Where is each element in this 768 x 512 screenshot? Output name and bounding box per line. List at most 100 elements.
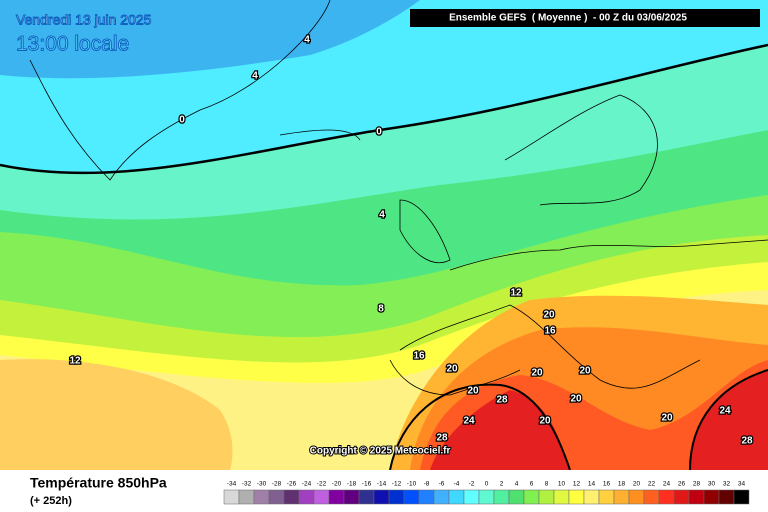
- scale-swatch: [508, 489, 525, 505]
- scale-label: 2: [500, 481, 504, 488]
- scale-label: 0: [485, 481, 489, 488]
- contour-label: 20: [446, 364, 458, 375]
- scale-swatch: [613, 489, 630, 505]
- scale-swatch: [568, 489, 585, 505]
- scale-swatch: [553, 489, 570, 505]
- scale-swatch: [673, 489, 690, 505]
- scale-swatch: [688, 489, 705, 505]
- scale-label: 32: [723, 481, 731, 488]
- scale-label: 22: [648, 481, 656, 488]
- temp-band: [690, 370, 768, 470]
- scale-label: 6: [530, 481, 534, 488]
- footer-title: Température 850hPa: [30, 475, 167, 491]
- contour-label: 4: [252, 71, 258, 82]
- scale-label: 8: [545, 481, 549, 488]
- scale-swatch: [583, 489, 600, 505]
- contour-label: 20: [531, 368, 543, 379]
- contour-line: [389, 383, 571, 471]
- scale-swatch: [733, 489, 750, 505]
- scale-label: 24: [663, 481, 671, 488]
- scale-swatch: [538, 489, 555, 505]
- scale-swatch: [238, 489, 255, 505]
- contour-label: 16: [544, 326, 556, 337]
- scale-label: -26: [287, 481, 297, 488]
- date-label: Vendredi 13 juin 2025: [16, 12, 152, 28]
- scale-label: -2: [469, 481, 475, 488]
- scale-label: 18: [618, 481, 626, 488]
- scale-swatch: [403, 489, 420, 505]
- scale-label: -28: [272, 481, 282, 488]
- scale-label: 20: [633, 481, 641, 488]
- scale-swatch: [253, 489, 270, 505]
- scale-label: 10: [558, 481, 566, 488]
- scale-label: 30: [708, 481, 716, 488]
- scale-swatch: [643, 489, 660, 505]
- scale-label: -6: [439, 481, 445, 488]
- contour-label: 16: [413, 351, 425, 362]
- contour-label: 20: [661, 413, 673, 424]
- contour-labels: 4 4 0 0 4 8 12 12 16 16 20 20 20 20 20 20 20 20 24 24 28 28 28: [68, 33, 754, 448]
- copyright: Copyright © 2025 Meteociel.fr: [310, 446, 451, 457]
- temp-band: [430, 390, 570, 470]
- color-scale: -34 -32 -30 -28 -26 -24 -22 -20 -18 -16 -14 -12 -10-…: [223, 481, 750, 505]
- scale-swatch: [703, 489, 720, 505]
- scale-label: -34: [227, 481, 237, 488]
- scale-label: -10: [407, 481, 417, 488]
- scale-label: -14: [377, 481, 387, 488]
- scale-swatch: [358, 489, 375, 505]
- model-banner: [410, 9, 760, 27]
- contour-label: 20: [543, 310, 555, 321]
- scale-swatch: [433, 489, 450, 505]
- scale-label: 12: [573, 481, 581, 488]
- contour-label: 28: [496, 395, 508, 406]
- contour-label: 4: [379, 210, 385, 221]
- contour-label: 28: [741, 436, 753, 447]
- time-label: 13:00 locale: [16, 33, 129, 56]
- coastlines: [29, 0, 768, 396]
- scale-swatch: [283, 489, 300, 505]
- contour-label: 0: [179, 115, 185, 126]
- scale-label: 14: [588, 481, 596, 488]
- scale-label: -32: [242, 481, 252, 488]
- scale-swatch: [628, 489, 645, 505]
- scale-label: 16: [603, 481, 611, 488]
- scale-swatch: [658, 489, 675, 505]
- scale-label: -12: [392, 481, 402, 488]
- scale-swatch: [523, 489, 540, 505]
- lead-time: (+ 252h): [30, 495, 72, 507]
- scale-swatch: [463, 489, 480, 505]
- scale-label: -20: [332, 481, 342, 488]
- contour-label: 20: [539, 416, 551, 427]
- scale-label: -16: [362, 481, 372, 488]
- scale-label: 34: [738, 481, 746, 488]
- scale-swatch: [598, 489, 615, 505]
- scale-swatch: [718, 489, 735, 505]
- contour-label: 12: [510, 288, 522, 299]
- scale-swatch: [373, 489, 390, 505]
- scale-label: 26: [678, 481, 686, 488]
- contour-label: 20: [570, 394, 582, 405]
- scale-label: -22: [317, 481, 327, 488]
- scale-swatch: [418, 489, 435, 505]
- scale-swatch: [313, 489, 330, 505]
- scale-label: -24: [302, 481, 312, 488]
- scale-label: -8: [424, 481, 430, 488]
- scale-swatch: [328, 489, 345, 505]
- contour-label: 4: [304, 35, 310, 46]
- contour-label: 28: [436, 433, 448, 444]
- scale-swatch: [448, 489, 465, 505]
- map-background: [0, 0, 768, 471]
- scale-swatch: [268, 489, 285, 505]
- scale-label: 28: [693, 481, 701, 488]
- scale-label: 4: [515, 481, 519, 488]
- scale-swatch: [478, 489, 495, 505]
- model-info: Ensemble GEFS ( Moyenne ) - 00 Z du 03/0…: [449, 13, 687, 24]
- scale-swatch: [493, 489, 510, 505]
- contour-label: 0: [376, 127, 382, 138]
- scale-swatch: [223, 489, 240, 505]
- contour-label: 24: [719, 406, 731, 417]
- scale-swatch: [298, 489, 315, 505]
- contour-label: 20: [467, 386, 479, 397]
